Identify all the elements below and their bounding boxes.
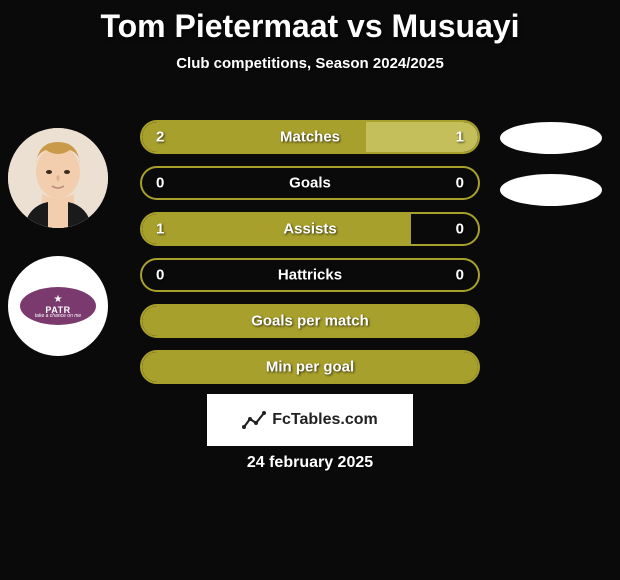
stat-label: Matches	[142, 129, 478, 146]
stat-label: Assists	[142, 221, 478, 238]
stat-row: Goals0 0	[140, 166, 480, 200]
stat-label: Goals	[142, 175, 478, 192]
stats-container: Matches21Goals00Assists10Hattricks00Goal…	[140, 120, 480, 396]
stat-label: Goals per match	[142, 313, 478, 330]
stat-row: Hattricks0 0	[140, 258, 480, 292]
club-avatar: ★ PATR take a chance on me	[8, 256, 108, 356]
date-text: 24 february 2025	[0, 454, 620, 472]
left-avatars: ★ PATR take a chance on me	[8, 128, 108, 356]
stat-value-right: 0	[456, 221, 464, 238]
right-avatars	[500, 122, 602, 226]
stat-row: Min per goal	[140, 350, 480, 384]
chart-icon	[242, 409, 268, 431]
attribution-banner: FcTables.com	[207, 394, 413, 446]
stat-label: Min per goal	[142, 359, 478, 376]
stat-value-right: 1	[456, 129, 464, 146]
stat-value-left: 2	[156, 129, 164, 146]
stat-row: Assists1 0	[140, 212, 480, 246]
attribution-text: FcTables.com	[272, 411, 378, 429]
stat-value-left: 0	[156, 267, 164, 284]
star-icon: ★	[54, 294, 63, 305]
stat-row: Goals per match	[140, 304, 480, 338]
stat-value-right: 0	[456, 267, 464, 284]
stat-value-left: 0	[156, 175, 164, 192]
club-badge: ★ PATR take a chance on me	[20, 287, 96, 325]
stat-value-right: 0	[456, 175, 464, 192]
stat-value-left: 1	[156, 221, 164, 238]
stat-row: Matches2 1	[140, 120, 480, 154]
stat-label: Hattricks	[142, 267, 478, 284]
player-avatar-placeholder	[500, 122, 602, 154]
comparison-subtitle: Club competitions, Season 2024/2025	[0, 55, 620, 72]
club-badge-subtext: take a chance on me	[35, 313, 81, 319]
player-avatar	[8, 128, 108, 228]
club-avatar-placeholder	[500, 174, 602, 206]
comparison-title: Tom Pietermaat vs Musuayi	[0, 0, 620, 45]
